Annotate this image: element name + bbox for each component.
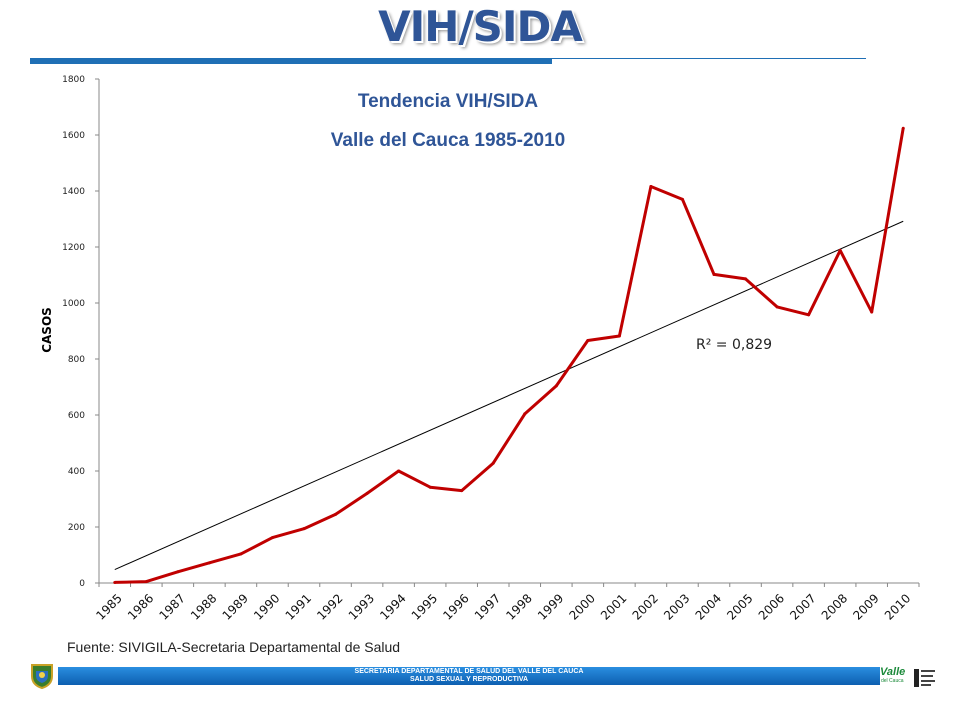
x-tick-label: 1998 [503, 591, 534, 622]
x-tick-label: 1997 [472, 591, 503, 622]
trendline-line [114, 220, 904, 571]
x-tick-label: 1999 [535, 591, 566, 622]
y-tick-label: 600 [68, 411, 85, 421]
title-underline-thick [30, 58, 552, 64]
x-tick-label: 2002 [630, 591, 661, 622]
data-point [365, 491, 369, 495]
y-axis: 0 200 400 600 800 1000 1200 1400 1600 1800 [62, 75, 100, 589]
x-tick-label: 1989 [220, 591, 251, 622]
data-point [744, 277, 748, 281]
data-point [176, 570, 180, 574]
chart-title: Tendencia VIH/SIDA [358, 91, 538, 112]
data-point [617, 334, 621, 338]
x-tick-label: 1987 [156, 591, 187, 622]
x-tick-label: 2008 [819, 591, 850, 622]
x-tick-label: 1986 [125, 591, 156, 622]
y-tick-label: 1200 [62, 243, 85, 253]
x-tick-label: 2003 [661, 591, 692, 622]
x-tick-label: 2005 [724, 591, 755, 622]
data-point [680, 197, 684, 201]
data-point [901, 126, 905, 130]
footer-bar: SECRETARIA DEPARTAMENTAL DE SALUD DEL VA… [58, 667, 880, 685]
data-point [334, 512, 338, 516]
x-tick-label: 1992 [314, 591, 345, 622]
data-point [144, 580, 148, 584]
x-tick-label: 2004 [693, 591, 724, 622]
x-tick-label: 2010 [882, 591, 913, 622]
x-axis: 1985 1986 1987 1988 1989 1990 1991 1992 1993 1994… [93, 582, 920, 623]
x-tick-label: 1985 [93, 591, 124, 622]
data-point [775, 305, 779, 309]
data-point [807, 313, 811, 317]
data-point [270, 536, 274, 540]
y-tick-label: 0 [79, 579, 85, 589]
data-point [460, 489, 464, 493]
valle-logo: Valle del Cauca [880, 666, 910, 688]
x-tick-label: 1995 [409, 591, 440, 622]
title-underline-thin [552, 58, 866, 59]
data-point [113, 580, 117, 584]
valle-logo-word: Valle [880, 666, 906, 678]
chart-subtitle: Valle del Cauca 1985-2010 [331, 130, 566, 151]
x-tick-label: 2001 [598, 591, 629, 622]
data-point [239, 552, 243, 556]
data-point [870, 310, 874, 314]
data-point [491, 461, 495, 465]
y-tick-label: 1600 [62, 131, 85, 141]
data-point [649, 185, 653, 189]
data-point [523, 412, 527, 416]
data-point [428, 485, 432, 489]
series-casos [113, 126, 905, 584]
x-tick-label: 1990 [251, 591, 282, 622]
y-tick-label: 1400 [62, 187, 85, 197]
department-emblem-icon [31, 664, 53, 690]
r-squared-label: R² = 0,829 [696, 337, 772, 353]
y-tick-label: 1000 [62, 299, 85, 309]
footer-line-2: SALUD SEXUAL Y REPRODUCTIVA [409, 676, 529, 683]
y-tick-label: 200 [68, 523, 85, 533]
x-tick-label: 2009 [850, 591, 881, 622]
data-point [712, 272, 716, 276]
data-point [207, 561, 211, 565]
slide-title: VIH/SIDA [378, 2, 583, 51]
data-point [397, 469, 401, 473]
x-tick-label: 1988 [188, 591, 219, 622]
x-tick-label: 2006 [756, 591, 787, 622]
valle-logo-sub: del Cauca [881, 678, 904, 684]
x-tick-label: 2000 [566, 591, 597, 622]
government-logo-icon [914, 669, 935, 687]
trendline [114, 220, 904, 571]
data-point [302, 527, 306, 531]
y-tick-label: 1800 [62, 75, 85, 85]
y-tick-label: 400 [68, 467, 85, 477]
y-axis-label: CASOS [40, 307, 54, 353]
footer-line-1: SECRETARIA DEPARTAMENTAL DE SALUD DEL VA… [354, 668, 584, 675]
x-tick-label: 1996 [440, 591, 471, 622]
series-line [114, 128, 905, 584]
x-tick-label: 1994 [377, 591, 408, 622]
x-tick-label: 2007 [787, 591, 818, 622]
x-tick-label: 1993 [346, 591, 377, 622]
x-tick-label: 1991 [283, 591, 314, 622]
data-point [586, 339, 590, 343]
data-point [838, 248, 842, 252]
y-tick-label: 800 [68, 355, 85, 365]
data-point [554, 384, 558, 388]
source-note: Fuente: SIVIGILA-Secretaria Departamenta… [67, 639, 401, 655]
